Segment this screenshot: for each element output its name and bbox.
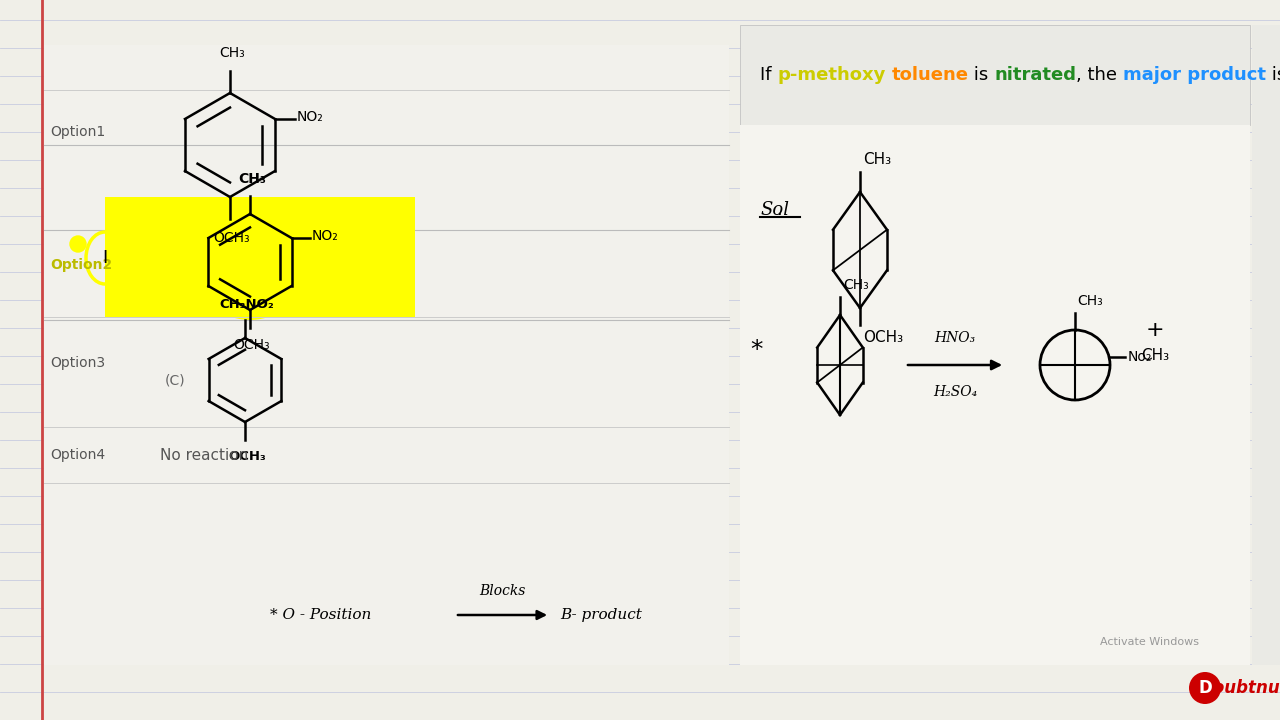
Text: * O - Position: * O - Position: [270, 608, 371, 622]
Text: I: I: [102, 249, 108, 267]
Text: B- product: B- product: [561, 608, 641, 622]
Text: OCH₃: OCH₃: [234, 338, 270, 352]
Text: If: If: [760, 66, 777, 84]
Text: OCH₃: OCH₃: [863, 330, 904, 346]
Text: H₂SO₄: H₂SO₄: [933, 385, 977, 399]
Bar: [740, 25, 1251, 125]
Text: CH₃: CH₃: [1076, 294, 1103, 308]
Text: toluene: toluene: [891, 66, 969, 84]
Text: HNO₃: HNO₃: [934, 331, 975, 345]
Text: Option2: Option2: [50, 258, 113, 272]
Text: CH₃: CH₃: [844, 278, 869, 292]
Text: major product: major product: [1123, 66, 1266, 84]
Text: NO₂: NO₂: [311, 229, 338, 243]
Text: CH₃: CH₃: [863, 153, 891, 168]
Text: Activate Windows: Activate Windows: [1100, 637, 1199, 647]
Text: is: is: [969, 66, 995, 84]
Text: (C): (C): [165, 373, 186, 387]
Text: OCH₃: OCH₃: [214, 231, 251, 245]
Text: CH₃: CH₃: [238, 172, 266, 186]
Text: NO₂: NO₂: [297, 110, 324, 124]
Text: CH₃NO₂: CH₃NO₂: [220, 298, 274, 311]
Text: doubtnut: doubtnut: [1202, 679, 1280, 697]
Text: +: +: [1146, 320, 1165, 340]
Text: , the: , the: [1076, 66, 1123, 84]
Text: Sol: Sol: [760, 201, 788, 219]
Text: Blocks: Blocks: [479, 584, 525, 598]
Text: *: *: [750, 338, 763, 362]
Text: nitrated: nitrated: [995, 66, 1076, 84]
Text: Option3: Option3: [50, 356, 105, 370]
Bar: [740, 125, 1251, 665]
Text: No₂: No₂: [1128, 350, 1152, 364]
Text: D: D: [1198, 679, 1212, 697]
Text: p-methoxy: p-methoxy: [777, 66, 886, 84]
Circle shape: [70, 236, 86, 252]
Text: CH₃: CH₃: [1140, 348, 1169, 362]
Text: OCH₃: OCH₃: [228, 450, 266, 463]
Bar: [44, 45, 730, 665]
Bar: [1252, 25, 1280, 665]
Text: is :: is :: [1266, 66, 1280, 84]
Text: Option4: Option4: [50, 448, 105, 462]
Text: No reaction: No reaction: [160, 448, 248, 462]
Circle shape: [1189, 672, 1221, 704]
Text: Option1: Option1: [50, 125, 105, 139]
Bar: [105, 197, 415, 317]
Text: CH₃: CH₃: [219, 46, 244, 60]
Circle shape: [192, 204, 308, 320]
Text: .: .: [776, 201, 782, 219]
